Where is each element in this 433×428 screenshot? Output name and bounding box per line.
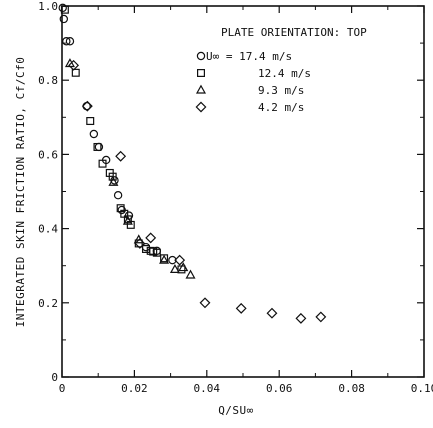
- square-point: [152, 248, 161, 257]
- diamond-point: [68, 59, 80, 71]
- square-point: [93, 142, 102, 151]
- triangle-point: [64, 58, 75, 68]
- circle-point: [113, 191, 123, 200]
- square-point: [86, 117, 95, 126]
- triangle-point: [108, 176, 119, 186]
- diamond-point: [295, 312, 307, 324]
- square-point: [71, 68, 80, 77]
- y-tick-label: 0.2: [38, 297, 58, 310]
- legend-triangle-icon: [195, 84, 207, 94]
- circle-point: [89, 129, 99, 139]
- x-tick-label: 0.04: [194, 382, 221, 395]
- axis-ticks: [61, 5, 425, 378]
- x-axis-label: Q/SU∞: [218, 404, 254, 417]
- diamond-point: [315, 311, 327, 323]
- legend-diamond-icon: [195, 101, 207, 113]
- x-tick-label: 0.10: [411, 382, 433, 395]
- legend-entry-label: U∞ = 17.4 m/s: [206, 50, 292, 63]
- diamond-point: [174, 254, 186, 266]
- triangle-point: [185, 269, 196, 279]
- y-tick-label: 0: [51, 371, 58, 384]
- y-tick-label: 0.4: [38, 223, 58, 236]
- x-tick-label: 0.06: [266, 382, 293, 395]
- circle-point: [58, 3, 67, 13]
- square-point: [134, 239, 143, 248]
- diamond-point: [266, 307, 278, 319]
- circle-point: [168, 255, 177, 265]
- circle-point: [62, 37, 71, 46]
- data-markers: [58, 3, 327, 324]
- legend-square-icon: [197, 68, 206, 77]
- legend-circle-icon: [196, 51, 206, 61]
- y-tick-label: 1.0: [38, 0, 58, 13]
- legend-entry-label: 12.4 m/s: [258, 67, 311, 80]
- y-tick-label: 0.8: [38, 74, 58, 87]
- diamond-point: [81, 100, 93, 112]
- circle-point: [65, 37, 75, 46]
- square-point: [60, 5, 69, 14]
- y-axis-label: INTEGRATED SKIN FRICTION RATIO, Cf/Cf0: [14, 57, 27, 328]
- x-tick-label: 0: [59, 382, 66, 395]
- y-tick-label: 0.6: [38, 148, 58, 161]
- legend-entry-label: 9.3 m/s: [258, 84, 304, 97]
- diamond-point: [235, 302, 247, 314]
- diamond-point: [145, 232, 157, 244]
- legend-title: PLATE ORIENTATION: TOP: [221, 26, 367, 39]
- triangle-point: [169, 263, 180, 274]
- tick-labels: 0 0.02 0.04 0.06 0.08 0.10 0 0.2 0.4 0.6 0.8 1.0: [38, 0, 433, 395]
- legend: PLATE ORIENTATION: TOP U∞ = 17.4 m/s 12.4…: [195, 26, 367, 114]
- triangle-point: [122, 215, 133, 225]
- circle-point: [59, 14, 69, 24]
- triangle-point: [159, 254, 170, 264]
- x-tick-label: 0.08: [338, 382, 365, 395]
- legend-entry-label: 4.2 m/s: [258, 101, 304, 114]
- diamond-point: [134, 237, 146, 249]
- square-point: [98, 159, 107, 168]
- diamond-point: [199, 297, 211, 309]
- triangle-point: [178, 262, 189, 272]
- x-tick-label: 0.02: [121, 382, 148, 395]
- square-point: [146, 246, 155, 255]
- diamond-point: [115, 150, 127, 162]
